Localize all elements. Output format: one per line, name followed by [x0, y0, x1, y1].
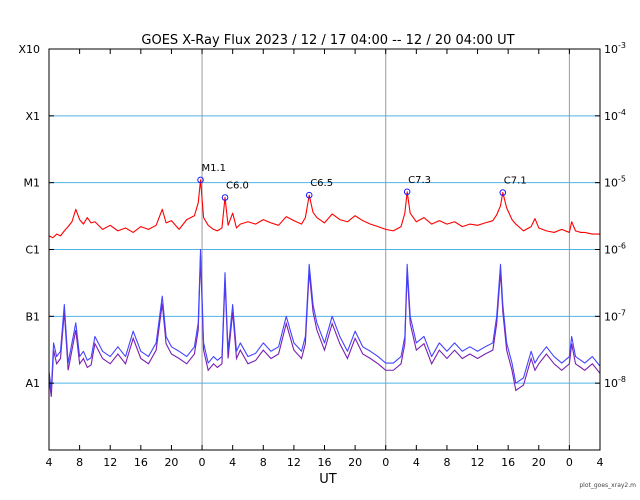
x-tick-label: 8	[76, 456, 83, 469]
x-tick-label: 16	[134, 456, 148, 469]
right-flux-base: 10	[604, 310, 618, 323]
flare-label: M1.1	[202, 163, 227, 174]
right-flux-labels: 10-810-710-610-510-410-3	[604, 41, 626, 390]
left-class-label: M1	[24, 177, 41, 190]
flare-label: C7.3	[408, 175, 431, 186]
flare-annotations: M1.1 C6.0 C6.5 C7.3 C7.1	[197, 163, 527, 201]
x-tick-label: 0	[382, 456, 389, 469]
right-flux-label: 10-4	[604, 108, 626, 123]
x-tick-label: 4	[413, 456, 420, 469]
x-tick-label: 12	[103, 456, 117, 469]
x-tick-label: 20	[164, 456, 178, 469]
x-tick-label: 8	[260, 456, 267, 469]
left-class-label: X10	[18, 43, 40, 56]
footer-note: plot_goes_xray2.m	[579, 482, 636, 489]
axis-ticks	[48, 48, 601, 450]
right-flux-exponent: -6	[618, 242, 626, 251]
long-channel-line	[48, 179, 600, 239]
right-flux-base: 10	[604, 177, 618, 190]
x-tick-label: 4	[597, 456, 604, 469]
flare-label: C6.5	[310, 178, 333, 189]
right-flux-label: 10-5	[604, 175, 626, 190]
flare-label: C7.1	[504, 176, 527, 187]
left-class-label: A1	[25, 377, 40, 390]
right-flux-base: 10	[604, 377, 618, 390]
x-tick-label: 16	[318, 456, 332, 469]
x-tick-label: 20	[348, 456, 362, 469]
right-flux-base: 10	[604, 43, 618, 56]
flare-marker	[221, 194, 229, 201]
x-tick-label: 0	[566, 456, 573, 469]
x-tick-labels: 4 8 12 16 20 0 4 8 12 16 20 0 4 8 12 16 20 0 4	[46, 456, 604, 469]
x-tick-label: 4	[46, 456, 53, 469]
right-flux-label: 10-3	[604, 41, 626, 56]
flare-marker	[499, 189, 507, 196]
right-flux-exponent: -3	[618, 41, 626, 50]
x-tick-label: 4	[229, 456, 236, 469]
flare-marker	[305, 191, 313, 199]
class-gridlines	[49, 115, 600, 384]
right-flux-label: 10-6	[604, 242, 626, 257]
flare-label: C6.0	[226, 180, 249, 191]
chart-title: GOES X-Ray Flux 2023 / 12 / 17 04:00 -- …	[141, 33, 514, 48]
x-tick-label: 12	[471, 456, 485, 469]
flare-marker	[403, 188, 411, 196]
flare-marker	[197, 176, 204, 184]
x-tick-label: 8	[443, 456, 450, 469]
short-channel-underlay	[48, 256, 601, 397]
x-tick-label: 16	[501, 456, 515, 469]
right-flux-label: 10-7	[604, 308, 626, 323]
left-class-label: C1	[25, 244, 40, 257]
left-class-label: B1	[25, 310, 40, 323]
right-flux-exponent: -4	[618, 108, 626, 117]
right-flux-label: 10-8	[604, 375, 626, 390]
left-class-labels: A1 B1 C1 M1 X1 X10	[18, 43, 40, 390]
x-tick-label: 12	[287, 456, 301, 469]
right-flux-exponent: -7	[618, 308, 626, 317]
day-boundary-lines	[201, 49, 570, 450]
right-flux-base: 10	[604, 110, 618, 123]
right-flux-exponent: -8	[618, 375, 626, 384]
x-tick-label: 20	[532, 456, 546, 469]
short-channel-line	[48, 248, 601, 391]
flux-series	[48, 179, 601, 397]
right-flux-base: 10	[604, 244, 618, 257]
right-flux-exponent: -5	[618, 175, 626, 184]
x-axis-label: UT	[319, 472, 337, 487]
left-class-label: X1	[25, 110, 40, 123]
x-tick-label: 0	[199, 456, 206, 469]
